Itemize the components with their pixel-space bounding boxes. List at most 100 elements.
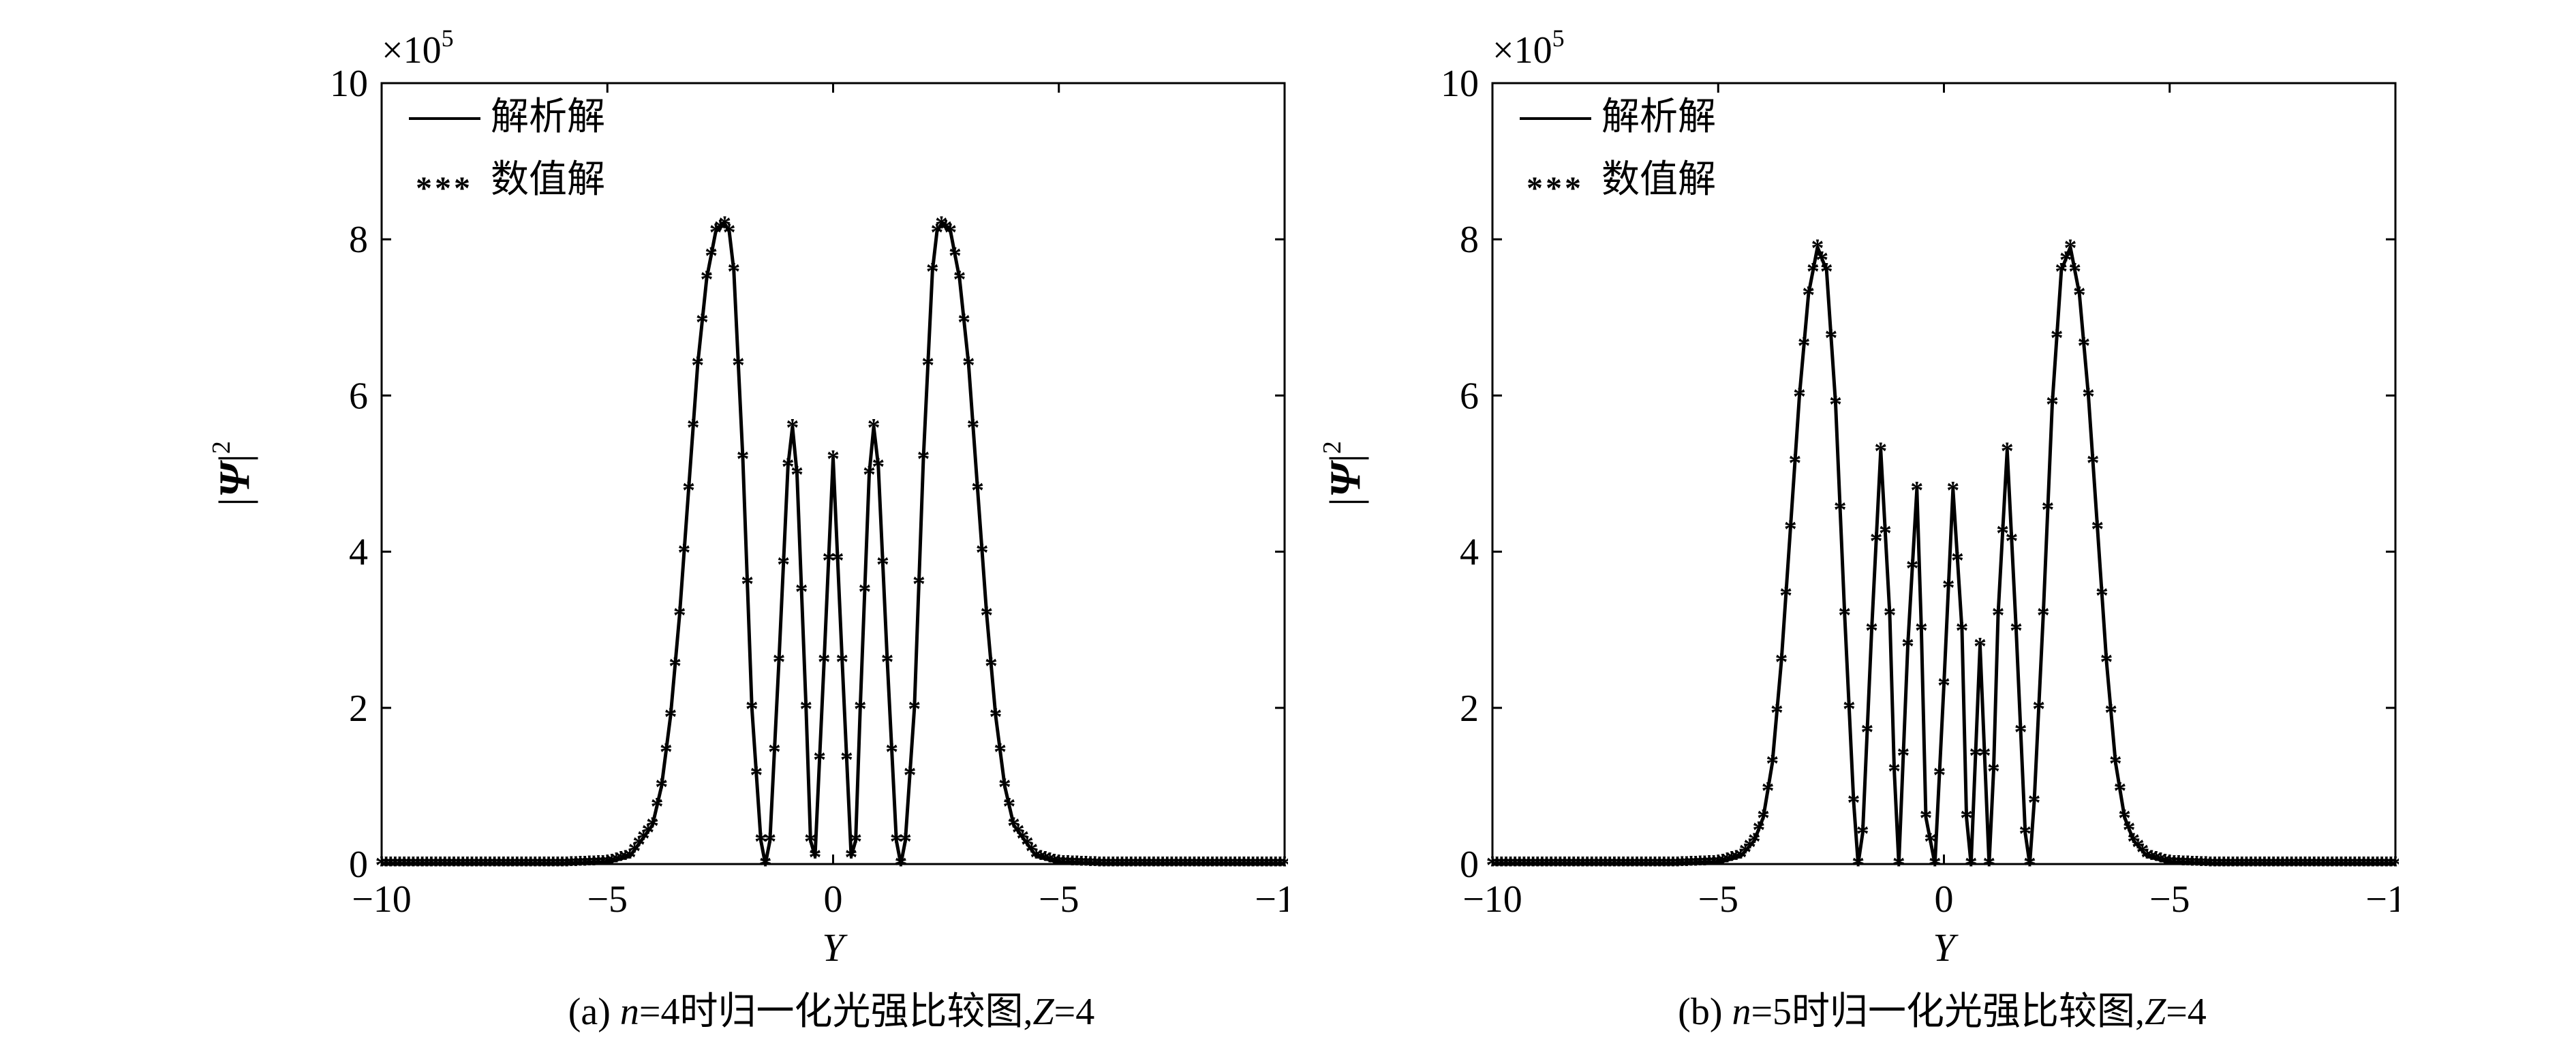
panel-b-marker-star: * [2010,617,2023,645]
panel-a-marker-star: * [1026,837,1039,865]
panel-b-marker-star: * [2023,851,2036,880]
panel-a-marker-star: * [1229,851,1242,880]
panel-b-marker-star: * [1662,851,1675,880]
panel-b-marker-star: * [2307,851,2320,880]
panel-b-marker-star: * [2064,234,2077,263]
caption-b-var-n: n [1732,991,1751,1033]
panel-b-marker-star: * [1581,851,1594,880]
panel-a-marker-star: * [1224,851,1237,880]
panel-b-marker-star: * [1707,850,1720,878]
panel-a-marker-star: * [628,837,641,865]
caption-a-mid: =4时归一化光强比较图, [639,991,1033,1033]
panel-a-marker-star: * [470,851,483,880]
panel-a-marker-star: * [1120,851,1133,880]
panel-a-marker-star: * [840,745,853,774]
panel-a-marker-star: * [746,695,758,724]
panel-a-marker-star: * [1052,850,1065,878]
panel-a-marker-star: * [583,850,596,879]
caption-b-suffix: =4 [2166,991,2207,1033]
panel-b-marker-star: * [2199,851,2212,880]
panel-b-marker-star: * [2344,851,2357,880]
panel-b-marker-star: * [1617,851,1630,880]
panel-b-marker-star: * [2389,851,2399,880]
panel-a-marker-star: * [579,850,592,879]
panel-a-marker-star: * [1278,851,1289,880]
panel-b-marker-star: * [1631,851,1644,880]
panel-b-marker-star: * [2046,390,2059,419]
panel-a-y-tick-label: 6 [349,375,368,417]
panel-b-marker-star: * [1779,582,1792,611]
panel-b-marker-star: * [1852,851,1865,880]
panel-b-marker-star: * [1996,519,2009,548]
panel-a-x-tick-label: −10 [1255,878,1288,921]
panel-b-y-tick-label: 8 [1460,219,1479,261]
panel-a-marker-star: * [506,851,519,880]
panel-a-marker-star: * [1034,844,1047,873]
panel-a-marker-star: * [854,695,867,724]
panel-b-marker-star: * [1563,851,1576,880]
panel-b-marker-star: * [2073,281,2086,309]
caption-b-prefix: (b) [1678,991,1732,1033]
panel-a-x-tick-label: 0 [824,878,843,921]
panel-a-marker-star: * [763,828,776,857]
panel-a-marker-star: * [1116,851,1129,880]
panel-b-marker-star: * [2118,804,2131,833]
panel-b-marker-star: * [2041,496,2054,525]
panel-a-marker-star: * [560,851,573,880]
panel-a-marker-star: * [881,648,894,677]
panel-b-marker-star: * [2068,258,2081,286]
panel-a-marker-star: * [718,211,731,239]
panel-b-marker-star: * [2330,851,2343,880]
panel-b-y-multiplier: ×105 [1492,25,1565,72]
panel-a-marker-star: * [493,851,506,880]
panel-a-marker-star: * [677,539,690,568]
panel-b-marker-star: * [1685,850,1698,879]
panel-b-marker-star: * [1856,820,1869,848]
panel-a-y-tick-label: 4 [349,532,368,574]
panel-b-marker-star: * [2154,847,2167,876]
panel-a-marker-star: * [407,851,420,880]
panel-b-marker-star: * [1942,574,1955,602]
panel-a-marker-star: * [768,738,781,767]
panel-a-marker-star: * [696,309,709,337]
panel-b-marker-star: * [2249,851,2262,880]
panel-a-marker-star: * [737,445,750,474]
panel-b-marker-star: * [2100,648,2113,677]
panel-a-marker-star: * [904,761,917,790]
panel-a-marker-star: * [917,445,930,474]
panel-b-marker-star: * [1559,851,1571,880]
panel-a-marker-star: * [660,738,673,767]
panel-a-marker-star: * [1152,851,1165,880]
panel-a-marker-star: * [723,219,736,247]
panel-b-marker-star: * [1951,547,1964,575]
panel-b-marker-star: * [2186,850,2198,879]
panel-a-marker-star: * [529,851,542,880]
panel-b-legend-label-numeric: 数值解 [1601,159,1716,201]
panel-a-marker-star: * [438,851,451,880]
panel-a-marker-star: * [980,601,993,630]
panel-a-marker-star: * [858,578,871,606]
panel-b-marker-star: * [2149,846,2162,874]
panel-b-marker-star: * [2218,851,2230,880]
panel-b-marker-star: * [1549,851,1562,880]
caption-b-var-z: Z [2145,991,2166,1033]
panel-a-marker-star: * [822,547,835,575]
panel-b-marker-star: * [2258,851,2271,880]
panel-b-marker-star: * [1499,851,1512,880]
panel-b-marker-star: * [1879,519,1892,548]
panel-a-marker-star: * [1102,851,1115,880]
panel-a-marker-star: * [1098,851,1111,880]
panel-b-marker-star: * [1906,555,1919,583]
panel-b-marker-star: * [2136,838,2149,867]
panel-b-marker-star: * [1649,851,1661,880]
panel-b-marker-star: * [2163,850,2176,878]
panel-b-marker-star: * [2204,851,2217,880]
panel-a-marker-star: * [646,812,659,841]
panel-b-marker-star: * [1834,496,1847,525]
panel-a-marker-star: * [1242,851,1255,880]
panel-b-marker-star: * [1689,850,1702,879]
panel-a-marker-star: * [465,851,478,880]
panel-a-marker-star: * [443,851,456,880]
panel-b-marker-star: * [1784,515,1797,544]
panel-b-marker-star: * [1540,851,1553,880]
